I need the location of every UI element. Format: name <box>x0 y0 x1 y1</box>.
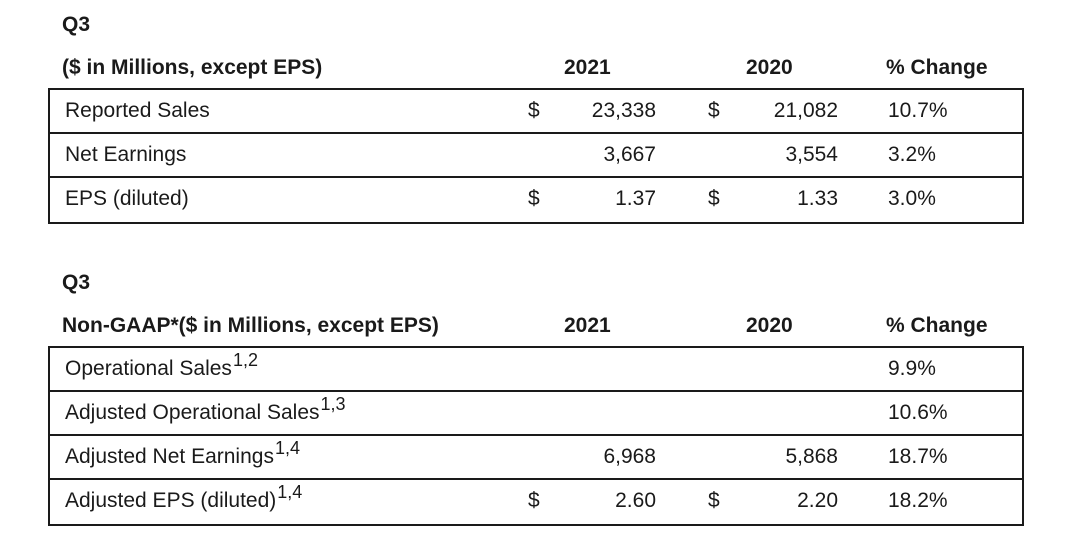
table-row: Net Earnings 3,667 3,554 3.2% <box>50 134 1022 178</box>
value-2020: 21,082 <box>773 99 838 122</box>
value-2020: 2.20 <box>797 489 838 512</box>
percent-change: 3.0% <box>888 187 936 210</box>
reported-col-change: % Change <box>886 56 988 79</box>
percent-change: 18.7% <box>888 445 948 468</box>
footnote-ref: 1,3 <box>320 394 346 414</box>
percent-change: 3.2% <box>888 143 936 166</box>
value-2021: 6,968 <box>603 445 656 468</box>
reported-col-2021: 2021 <box>564 56 611 79</box>
percent-change: 10.7% <box>888 99 948 122</box>
table-row: Reported Sales $ 23,338 $ 21,082 10.7% <box>50 90 1022 134</box>
table-row: Adjusted Net Earnings1,4 6,968 5,868 18.… <box>50 436 1022 480</box>
row-label: Adjusted Operational Sales1,3 <box>65 394 346 424</box>
currency-2020: $ <box>708 489 720 512</box>
currency-2021: $ <box>528 489 540 512</box>
non-gaap-quarter-title: Q3 <box>62 271 91 294</box>
footnote-ref: 1,4 <box>277 482 303 502</box>
row-label: Reported Sales <box>65 99 210 122</box>
table-row: Operational Sales1,2 9.9% <box>50 348 1022 392</box>
row-label: Adjusted Net Earnings1,4 <box>65 438 300 468</box>
currency-2020: $ <box>708 99 720 122</box>
row-label: Adjusted EPS (diluted)1,4 <box>65 482 303 512</box>
currency-2021: $ <box>528 187 540 210</box>
non-gaap-table: Operational Sales1,2 9.9% Adjusted Opera… <box>48 346 1024 526</box>
value-2021: 23,338 <box>591 99 656 122</box>
row-label: Operational Sales1,2 <box>65 350 258 380</box>
value-2020: 3,554 <box>785 143 838 166</box>
table-row: EPS (diluted) $ 1.37 $ 1.33 3.0% <box>50 178 1022 222</box>
non-gaap-col-2021: 2021 <box>564 314 611 337</box>
table-row: Adjusted EPS (diluted)1,4 $ 2.60 $ 2.20 … <box>50 480 1022 524</box>
non-gaap-col-2020: 2020 <box>746 314 793 337</box>
currency-2021: $ <box>528 99 540 122</box>
value-2021: 3,667 <box>603 143 656 166</box>
value-2021: 1.37 <box>615 187 656 210</box>
reported-quarter-title: Q3 <box>62 13 91 36</box>
value-2021: 2.60 <box>615 489 656 512</box>
table-row: Adjusted Operational Sales1,3 10.6% <box>50 392 1022 436</box>
row-label: Net Earnings <box>65 143 187 166</box>
value-2020: 5,868 <box>785 445 838 468</box>
non-gaap-col-change: % Change <box>886 314 988 337</box>
percent-change: 18.2% <box>888 489 948 512</box>
non-gaap-heading: Non-GAAP*($ in Millions, except EPS) <box>62 314 439 337</box>
reported-heading: ($ in Millions, except EPS) <box>62 56 323 79</box>
currency-2020: $ <box>708 187 720 210</box>
reported-table: Reported Sales $ 23,338 $ 21,082 10.7% N… <box>48 88 1024 224</box>
row-label: EPS (diluted) <box>65 187 189 210</box>
percent-change: 10.6% <box>888 401 948 424</box>
footnote-ref: 1,2 <box>232 350 258 370</box>
value-2020: 1.33 <box>797 187 838 210</box>
footnote-ref: 1,4 <box>274 438 300 458</box>
reported-col-2020: 2020 <box>746 56 793 79</box>
percent-change: 9.9% <box>888 357 936 380</box>
